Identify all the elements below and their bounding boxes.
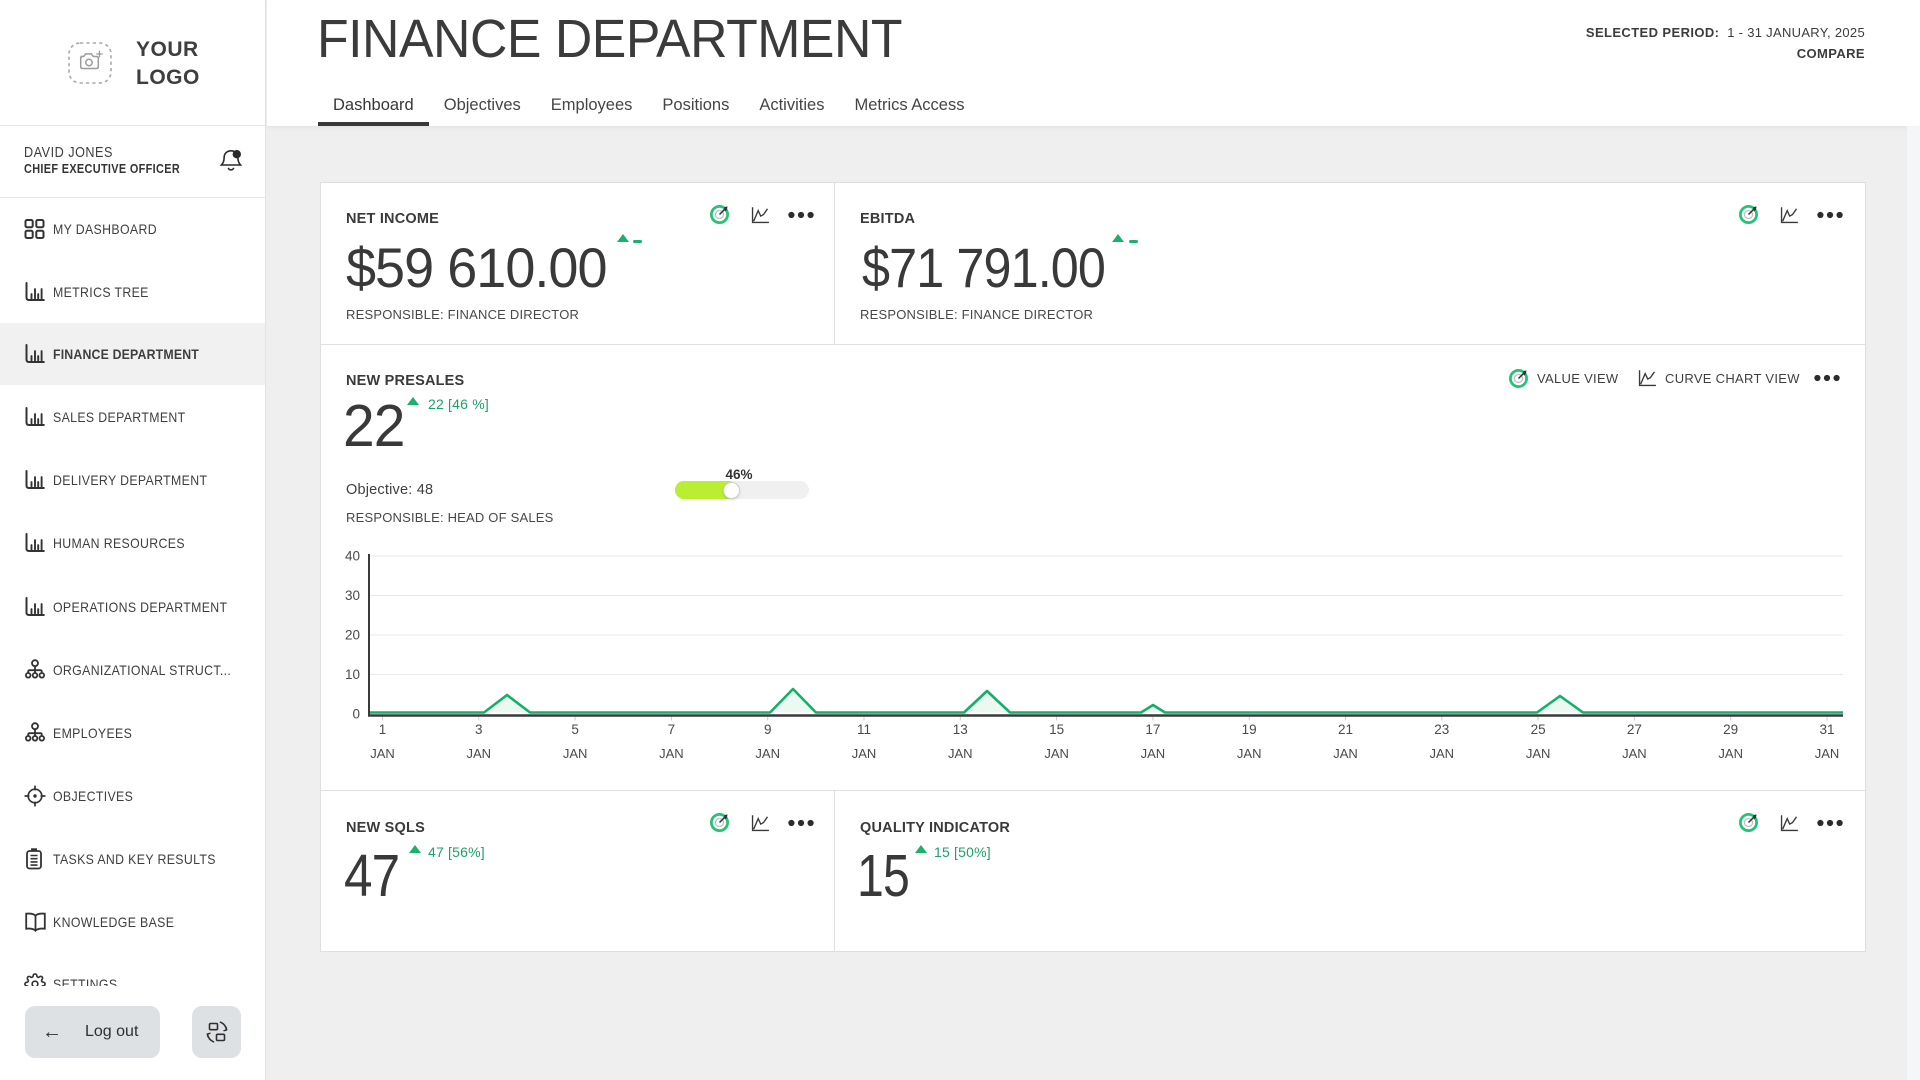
- svg-text:JAN: JAN: [1333, 746, 1358, 761]
- svg-text:10: 10: [345, 667, 360, 682]
- svg-text:JAN: JAN: [1815, 746, 1840, 761]
- svg-text:5: 5: [571, 722, 579, 737]
- svg-text:JAN: JAN: [755, 746, 780, 761]
- svg-text:0: 0: [352, 707, 360, 722]
- svg-text:JAN: JAN: [1430, 746, 1455, 761]
- svg-text:11: 11: [857, 722, 871, 737]
- svg-text:3: 3: [475, 722, 483, 737]
- svg-text:1: 1: [379, 722, 387, 737]
- svg-text:13: 13: [953, 722, 968, 737]
- svg-text:JAN: JAN: [948, 746, 973, 761]
- svg-text:29: 29: [1723, 722, 1738, 737]
- svg-text:21: 21: [1338, 722, 1353, 737]
- svg-text:JAN: JAN: [1044, 746, 1069, 761]
- svg-text:JAN: JAN: [370, 746, 395, 761]
- svg-text:25: 25: [1531, 722, 1546, 737]
- svg-text:9: 9: [764, 722, 772, 737]
- svg-text:JAN: JAN: [1526, 746, 1551, 761]
- svg-text:17: 17: [1145, 722, 1160, 737]
- svg-text:7: 7: [668, 722, 676, 737]
- svg-text:JAN: JAN: [1622, 746, 1647, 761]
- svg-text:31: 31: [1819, 722, 1834, 737]
- svg-text:JAN: JAN: [659, 746, 684, 761]
- svg-text:19: 19: [1242, 722, 1257, 737]
- svg-text:23: 23: [1434, 722, 1449, 737]
- svg-text:30: 30: [345, 588, 360, 603]
- svg-text:JAN: JAN: [563, 746, 588, 761]
- svg-text:JAN: JAN: [852, 746, 877, 761]
- svg-text:20: 20: [345, 628, 360, 643]
- svg-text:JAN: JAN: [1718, 746, 1743, 761]
- svg-text:40: 40: [345, 549, 360, 564]
- svg-text:JAN: JAN: [1237, 746, 1262, 761]
- svg-text:15: 15: [1049, 722, 1064, 737]
- svg-text:JAN: JAN: [467, 746, 492, 761]
- svg-text:JAN: JAN: [1141, 746, 1166, 761]
- svg-text:27: 27: [1627, 722, 1642, 737]
